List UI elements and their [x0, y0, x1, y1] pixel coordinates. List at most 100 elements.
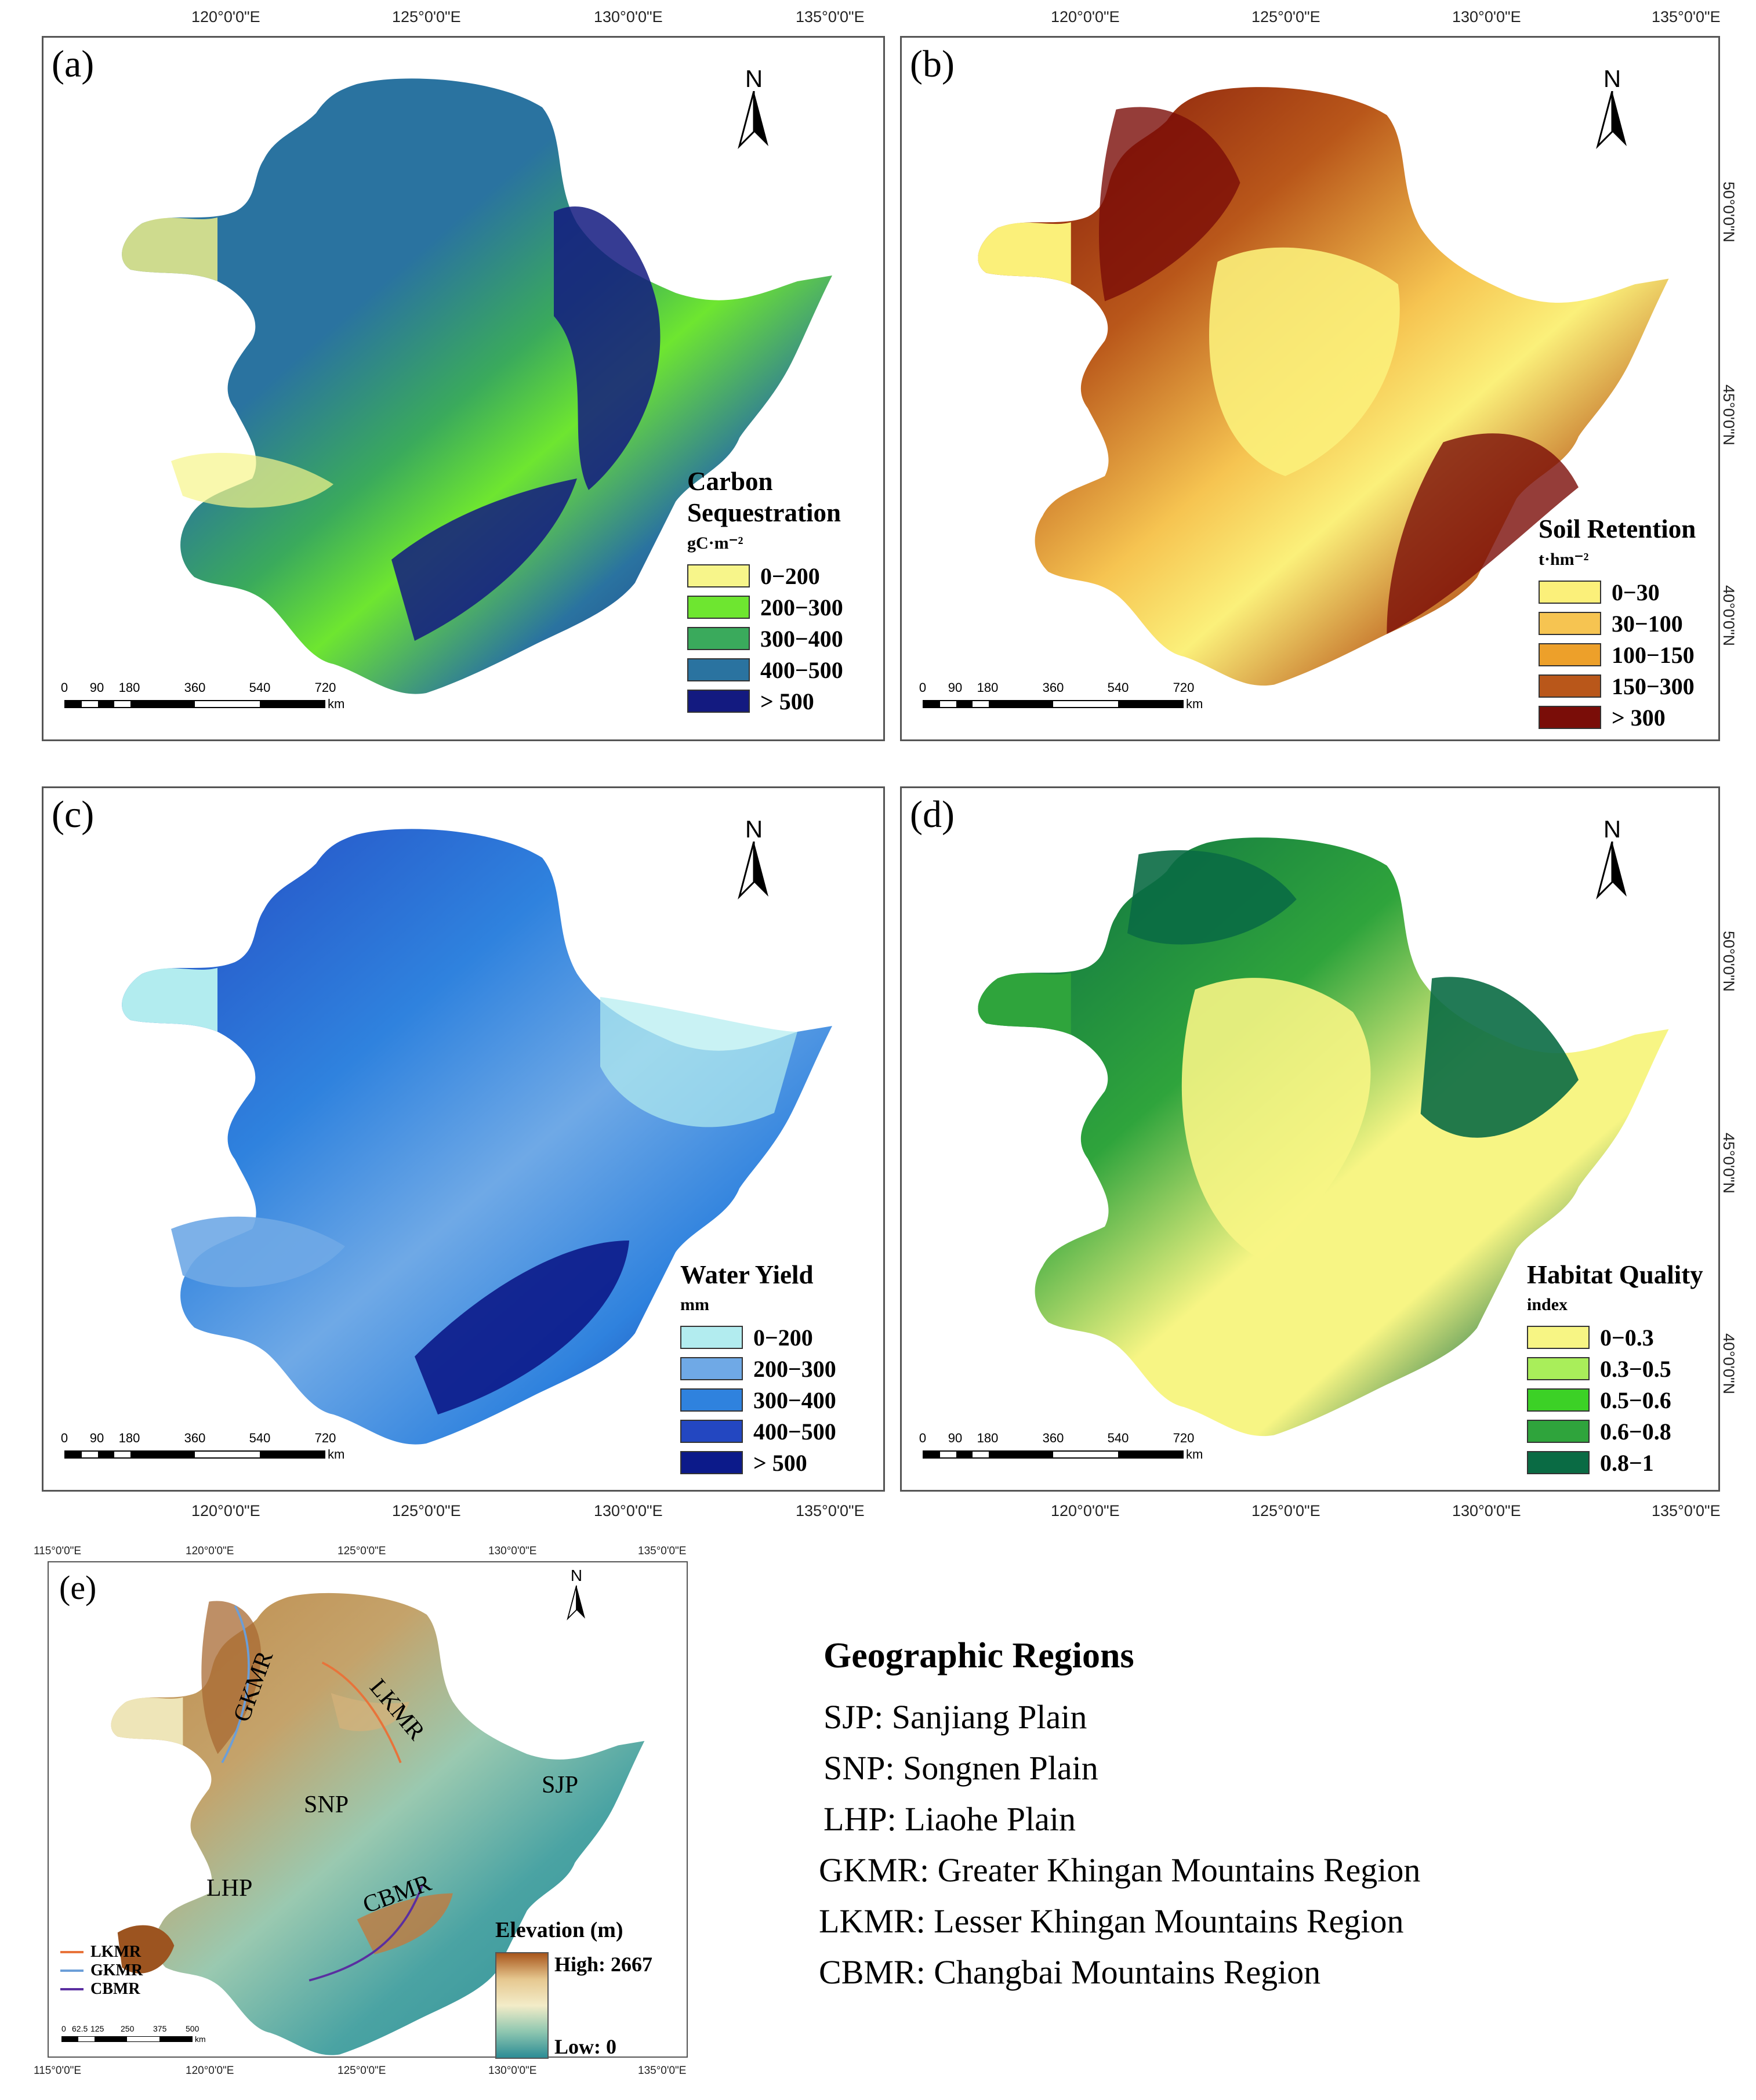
legend-swatch [1539, 612, 1601, 635]
lon-tick-label: 135°0'0"E [1652, 1502, 1721, 1519]
legend: Soil Retention t·hm⁻² 0−30 30−100 100−15… [1539, 513, 1696, 733]
lon-tick-label: 135°0'0"E [1652, 8, 1721, 26]
scale-tick-label: 720 [314, 1431, 336, 1445]
legend-item: > 500 [680, 1447, 836, 1478]
north-arrow-icon [738, 90, 768, 149]
elevation-title: Elevation (m) [495, 1918, 623, 1942]
lat-tick-label: 45°0'0"N [0, 1133, 1, 1194]
scale-bar: 0 90 180 360 540 720 km [919, 680, 1213, 712]
elevation-low: Low: 0 [554, 2035, 616, 2058]
north-arrow-icon [1596, 90, 1627, 149]
legend-item: 0.8−1 [1527, 1447, 1703, 1478]
scale-tick-label: 90 [948, 680, 963, 695]
legend-item: 300−400 [680, 1384, 836, 1416]
north-label: N [570, 1566, 583, 1584]
legend-item: 200−300 [687, 592, 879, 623]
lkmr-ridge-line [321, 1662, 402, 1764]
elevation-map [111, 1593, 645, 2055]
scale-tick-label: 375 [153, 2024, 167, 2033]
lat-tick-label: 45°0'0"N [1720, 384, 1738, 446]
lon-tick-label: 130°0'0"E [1452, 8, 1521, 26]
panel-label: (d) [910, 793, 955, 836]
scale-tick-label: 540 [1107, 680, 1129, 695]
lon-tick-label: 135°0'0"E [638, 2065, 687, 2077]
north-arrow-icon [738, 841, 768, 900]
legend-item: 0−200 [687, 560, 879, 592]
legend-item: 0.6−0.8 [1527, 1416, 1703, 1447]
lon-tick-label: 115°0'0"E [34, 1545, 82, 1557]
legend-item: 400−500 [687, 654, 879, 686]
north-arrow: N [1586, 817, 1638, 904]
legend-label: 300−400 [760, 625, 843, 652]
scale-tick-label: 90 [948, 1431, 963, 1445]
legend-swatch [687, 564, 750, 587]
scale-tick-label: 180 [977, 1431, 999, 1445]
scale-unit: km [1186, 697, 1203, 711]
region-entry: LHP: Liaohe Plain [823, 1800, 1076, 1838]
legend-swatch [1527, 1326, 1590, 1349]
panel-d: (d) N Habitat Quality index 0−0.3 0.3−0.… [900, 786, 1720, 1492]
legend-item: 400−500 [680, 1416, 836, 1447]
region-label-snp: SNP [304, 1791, 349, 1818]
lon-tick-label: 120°0'0"E [1051, 8, 1120, 26]
lat-tick-label: 50°0'0"N [1720, 181, 1738, 243]
legend-unit: mm [680, 1295, 709, 1314]
legend-label: 0.5−0.6 [1600, 1387, 1671, 1413]
scale-tick-label: 0 [60, 680, 68, 695]
geographic-regions-key: Geographic Regions SJP: Sanjiang Plain S… [819, 1635, 1420, 1998]
region-label-sjp: SJP [542, 1772, 579, 1798]
legend-unit: index [1527, 1295, 1568, 1314]
legend-title: Water Yield [680, 1260, 814, 1289]
legend-swatch [1539, 706, 1601, 729]
lon-tick-label: 120°0'0"E [191, 1502, 260, 1519]
cbmr-ridge-line [309, 1884, 424, 1982]
water-yield-map [122, 829, 832, 1445]
scale-tick-label: 540 [249, 680, 271, 695]
legend-title: Soil Retention [1539, 514, 1696, 543]
gkmr-ridge-line [221, 1605, 250, 1764]
scale-tick-label: 720 [1173, 1431, 1195, 1445]
elevation-legend: Elevation (m) High: 2667 Low: 0 [495, 1917, 652, 2059]
scale-tick-label: 0 [61, 2024, 66, 2033]
legend-label: 0−200 [760, 563, 820, 589]
legend-item: 0−200 [680, 1322, 836, 1353]
scale-tick-label: 500 [186, 2024, 199, 2033]
legend-swatch [680, 1326, 743, 1349]
lon-tick-label: 125°0'0"E [338, 2065, 386, 2077]
elevation-ramp [495, 1952, 549, 2059]
panel-e: (e) N GKMR LKMR SNP SJP LHP CBMR LKMR GK… [48, 1561, 688, 2059]
region-entry: LKMR: Lesser Khingan Mountains Region [819, 1902, 1404, 1940]
lat-tick-label: 50°0'0"N [0, 182, 1, 242]
line-swatch [60, 1988, 84, 1990]
scale-tick-label: 0 [919, 1431, 927, 1445]
legend-label: 0.8−1 [1600, 1449, 1654, 1476]
region-entry: GKMR: Greater Khingan Mountains Region [819, 1851, 1421, 1889]
line-legend-label: LKMR [90, 1943, 142, 1961]
regions-title: Geographic Regions [823, 1636, 1134, 1675]
lat-tick-label: 45°0'0"N [1720, 1132, 1738, 1194]
lon-tick-label: 120°0'0"E [1051, 1502, 1120, 1519]
panel-label: (c) [52, 793, 95, 836]
scale-unit: km [328, 697, 345, 711]
scale-tick-label: 360 [184, 680, 206, 695]
north-arrow: N [559, 1567, 594, 1654]
legend: Habitat Quality index 0−0.3 0.3−0.5 0.5−… [1527, 1259, 1703, 1478]
scale-bar: 0 90 180 360 540 720 km [61, 1431, 354, 1462]
lon-tick-label: 135°0'0"E [796, 1502, 865, 1519]
legend-label: 30−100 [1612, 610, 1683, 637]
legend-label: 0−200 [753, 1324, 813, 1351]
lon-tick-label: 135°0'0"E [796, 8, 865, 26]
legend-label: 200−300 [753, 1355, 836, 1382]
scale-unit: km [1186, 1447, 1203, 1461]
scale-tick-label: 360 [1042, 1431, 1064, 1445]
legend-swatch [680, 1451, 743, 1474]
legend-unit: t·hm⁻² [1539, 550, 1589, 569]
legend-label: 300−400 [753, 1387, 836, 1413]
lat-tick-label: 50°0'0"N [0, 931, 1, 992]
elevation-high: High: 2667 [554, 1953, 653, 1976]
lon-tick-label: 125°0'0"E [1251, 8, 1320, 26]
north-label: N [745, 65, 763, 92]
line-swatch [60, 1970, 84, 1972]
legend-swatch [1539, 643, 1601, 666]
lon-tick-label: 130°0'0"E [488, 2065, 537, 2077]
